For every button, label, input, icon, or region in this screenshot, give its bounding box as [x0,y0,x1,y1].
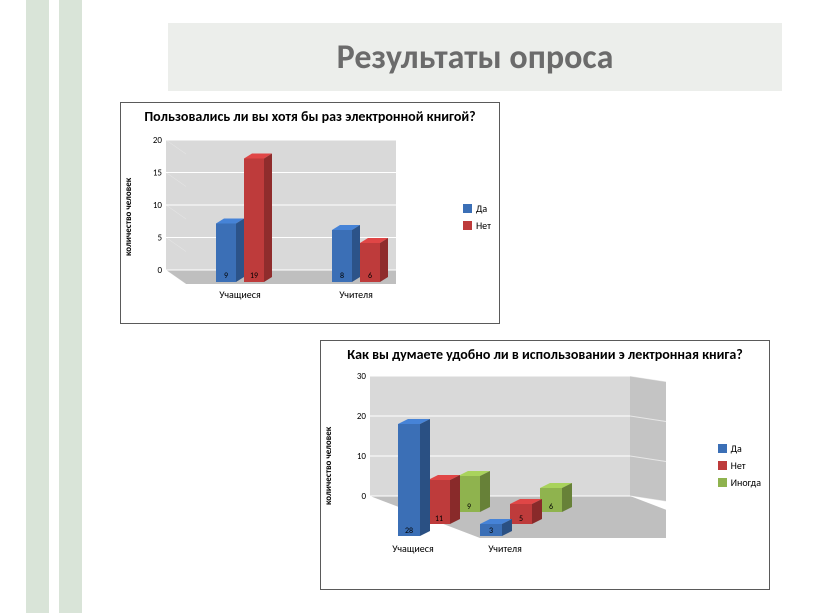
svg-text:20: 20 [153,135,163,146]
legend-label: Да [476,202,487,215]
legend-item: Нет [463,219,491,232]
svg-text:10: 10 [153,200,163,211]
svg-text:20: 20 [357,411,367,422]
svg-text:5: 5 [519,514,523,524]
legend-label: Иногда [731,476,761,489]
chart2-legend: Да Нет Иногда [714,366,769,566]
svg-text:Учащиеся: Учащиеся [392,542,434,555]
chart-ebook-usage: Пользовались ли вы хотя бы раз электронн… [120,102,500,324]
svg-text:15: 15 [153,167,163,178]
svg-text:28: 28 [405,526,413,536]
svg-text:30: 30 [357,371,367,382]
legend-swatch [718,461,727,470]
svg-text:9: 9 [467,502,471,512]
chart1-title: Пользовались ли вы хотя бы раз электронн… [129,109,491,126]
svg-text:19: 19 [250,271,258,281]
page-title-bar: Результаты опроса [168,23,782,91]
legend-swatch [463,204,472,213]
page-title: Результаты опроса [337,37,614,78]
legend-item: Да [718,442,761,455]
legend-label: Нет [476,219,491,232]
svg-text:10: 10 [357,451,367,462]
legend-item: Нет [718,459,761,472]
legend-label: Да [731,442,742,455]
legend-swatch [718,478,727,487]
svg-text:6: 6 [368,271,372,281]
chart2-title: Как вы думаете удобно ли в использовании… [329,347,761,364]
decorative-stripes [26,0,82,613]
svg-text:0: 0 [361,491,366,502]
svg-text:6: 6 [549,502,553,512]
svg-text:Учителя: Учителя [488,542,522,555]
svg-text:Учащиеся: Учащиеся [219,288,261,301]
svg-text:11: 11 [435,514,443,524]
svg-text:3: 3 [489,526,493,536]
chart2-plot: 0102030ИногдаНетДа96115283УчащиесяУчител… [336,366,714,566]
chart1-plot: 0 5 10 15 20 9 19 Учащиеся 8 6 Учителя [136,128,459,306]
chart1-y-label: количество человек [121,128,136,306]
legend-item: Иногда [718,476,761,489]
svg-text:Учителя: Учителя [339,288,373,301]
chart-ebook-convenience: Как вы думаете удобно ли в использовании… [320,340,770,590]
legend-item: Да [463,202,491,215]
svg-text:9: 9 [224,271,228,281]
legend-label: Нет [731,459,746,472]
legend-swatch [463,221,472,230]
chart1-legend: Да Нет [459,128,499,306]
svg-text:0: 0 [157,265,162,276]
legend-swatch [718,444,727,453]
svg-text:5: 5 [157,232,162,243]
svg-text:8: 8 [340,271,344,281]
chart2-y-label: количество человек [321,366,336,566]
